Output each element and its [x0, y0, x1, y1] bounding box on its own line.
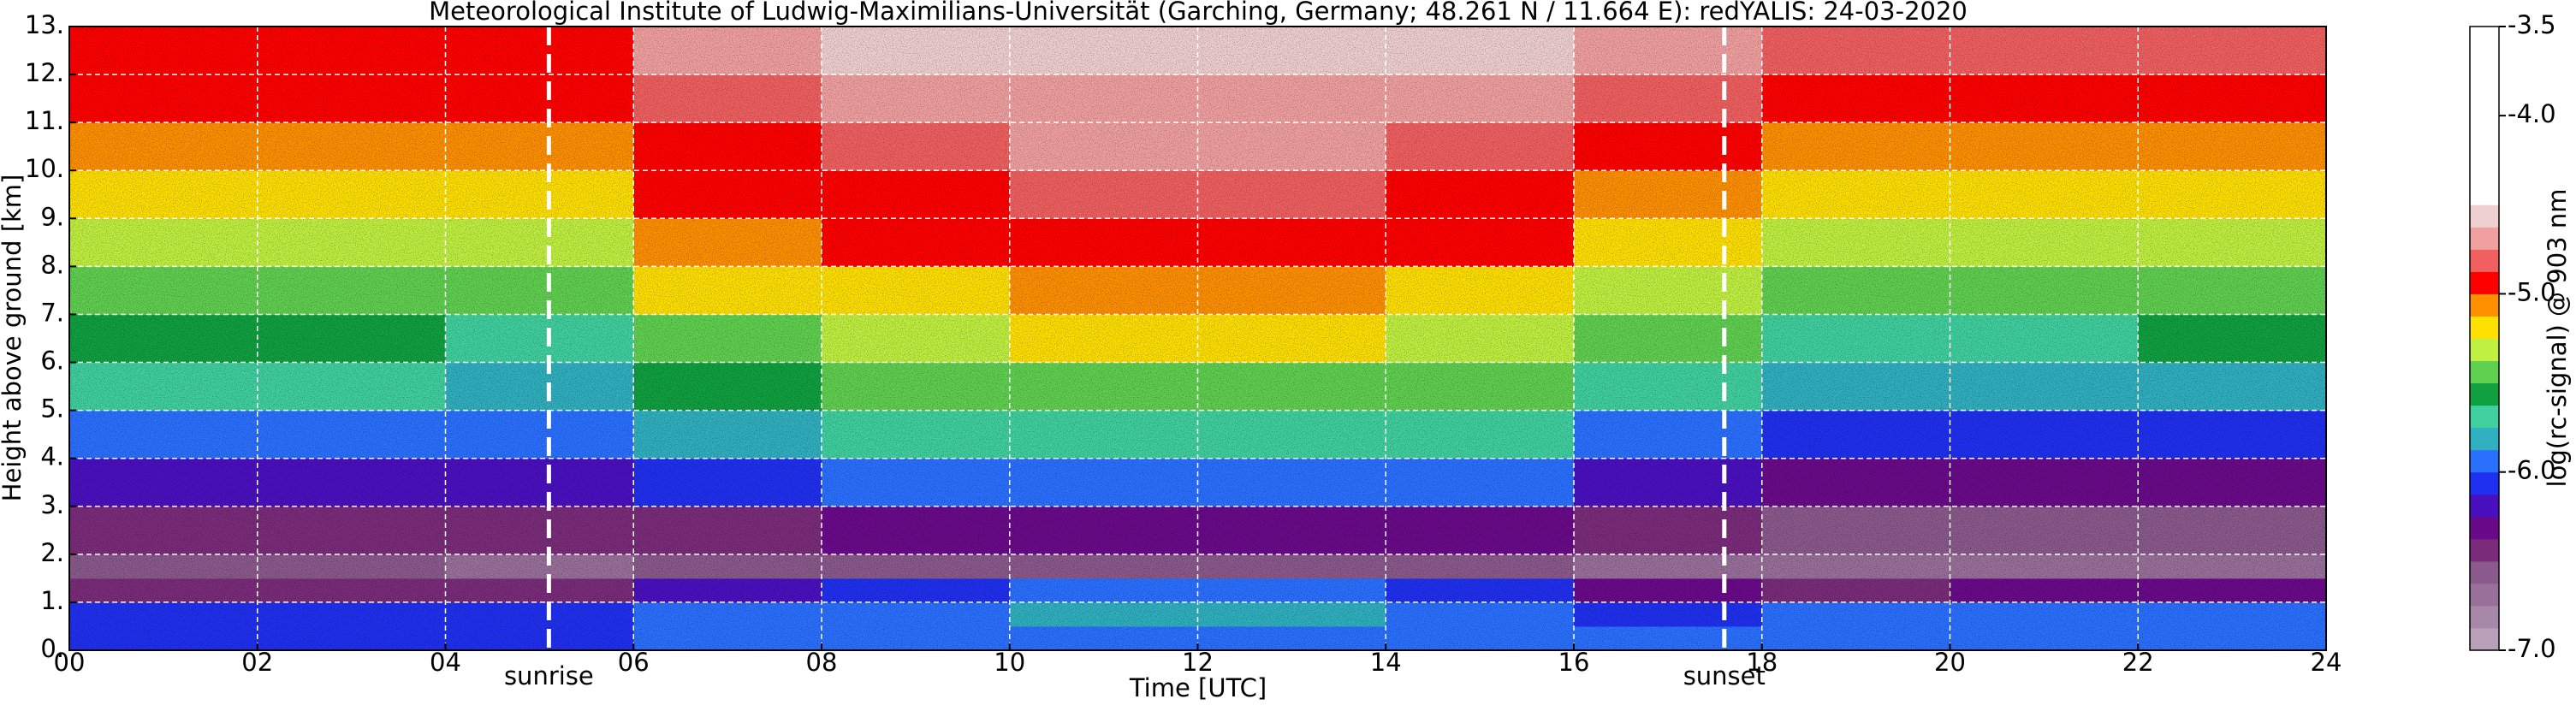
colorbar-swatch: [2470, 71, 2499, 94]
x-tick-label: 14: [1370, 648, 1402, 677]
y-tick-label: 7.: [40, 298, 64, 327]
colorbar-swatch: [2470, 360, 2499, 384]
x-tick-label: 24: [2311, 648, 2342, 677]
y-tick-label: 4.: [40, 442, 64, 471]
colorbar-swatch: [2470, 338, 2499, 362]
x-tick-label: 00: [54, 648, 86, 677]
annotation-label: sunrise: [504, 661, 594, 690]
colorbar-swatch: [2470, 449, 2499, 473]
colorbar-swatch: [2470, 204, 2499, 228]
x-tick-label: 12: [1182, 648, 1214, 677]
colorbar-tick-label: -3.5: [2508, 10, 2556, 39]
colorbar-swatch: [2470, 27, 2499, 50]
colorbar-swatch: [2470, 405, 2499, 429]
x-tick-label: 18: [1746, 648, 1778, 677]
colorbar-tick-label: -5.0: [2508, 277, 2556, 306]
colorbar-frame: [2469, 26, 2500, 651]
colorbar-swatch: [2470, 605, 2499, 629]
x-tick-label: 02: [241, 648, 273, 677]
colorbar-swatch: [2470, 538, 2499, 562]
y-tick-label: 8.: [40, 250, 64, 279]
x-tick-label: 22: [2122, 648, 2154, 677]
colorbar-swatch: [2470, 316, 2499, 339]
colorbar-swatch: [2470, 93, 2499, 116]
colorbar-tick-label: -7.0: [2508, 634, 2556, 663]
y-tick-label: 6.: [40, 347, 64, 376]
annotation-label: sunset: [1683, 661, 1766, 690]
x-tick-label: 10: [994, 648, 1025, 677]
colorbar-swatch: [2470, 227, 2499, 250]
y-tick-label: 12.: [25, 58, 64, 87]
colorbar-swatch: [2470, 560, 2499, 584]
colorbar-swatch: [2470, 494, 2499, 518]
x-tick-label: 08: [806, 648, 838, 677]
y-tick-label: 13.: [25, 10, 64, 39]
colorbar-swatch: [2470, 160, 2499, 183]
x-tick-label: 20: [1934, 648, 1966, 677]
y-tick-label: 5.: [40, 394, 64, 424]
y-tick-label: 1.: [40, 586, 64, 615]
colorbar-swatch: [2470, 293, 2499, 317]
y-tick-label: 11.: [25, 106, 64, 135]
y-tick-label: 9.: [40, 202, 64, 231]
colorbar-swatch: [2470, 382, 2499, 406]
colorbar-swatch: [2470, 516, 2499, 540]
colorbar-swatch: [2470, 182, 2499, 205]
colorbar-tick-label: -6.0: [2508, 456, 2556, 485]
y-tick-label: 0.: [40, 634, 64, 663]
colorbar-swatch: [2470, 249, 2499, 272]
y-tick-label: 10.: [25, 154, 64, 183]
y-tick-label: 3.: [40, 490, 64, 519]
chart-title: Meteorological Institute of Ludwig-Maxim…: [429, 0, 1968, 26]
colorbar-swatch: [2470, 49, 2499, 72]
colorbar-swatch: [2470, 471, 2499, 495]
colorbar-swatch: [2470, 138, 2499, 161]
colorbar-swatch: [2470, 116, 2499, 139]
colorbar-swatch: [2470, 583, 2499, 607]
colorbar-tick-label: -4.0: [2508, 99, 2556, 128]
colorbar-swatch: [2470, 271, 2499, 294]
y-tick-label: 2.: [40, 538, 64, 567]
colorbar-label: log(rc-signal) @ 903 nm: [2543, 189, 2572, 488]
x-tick-label: 04: [430, 648, 461, 677]
colorbar-swatch: [2470, 627, 2499, 651]
y-axis-label: Height above ground [km]: [0, 175, 27, 502]
colorbar-swatch: [2470, 427, 2499, 451]
x-tick-label: 16: [1558, 648, 1590, 677]
x-axis-label: Time [UTC]: [1129, 673, 1267, 702]
x-tick-label: 06: [618, 648, 650, 677]
